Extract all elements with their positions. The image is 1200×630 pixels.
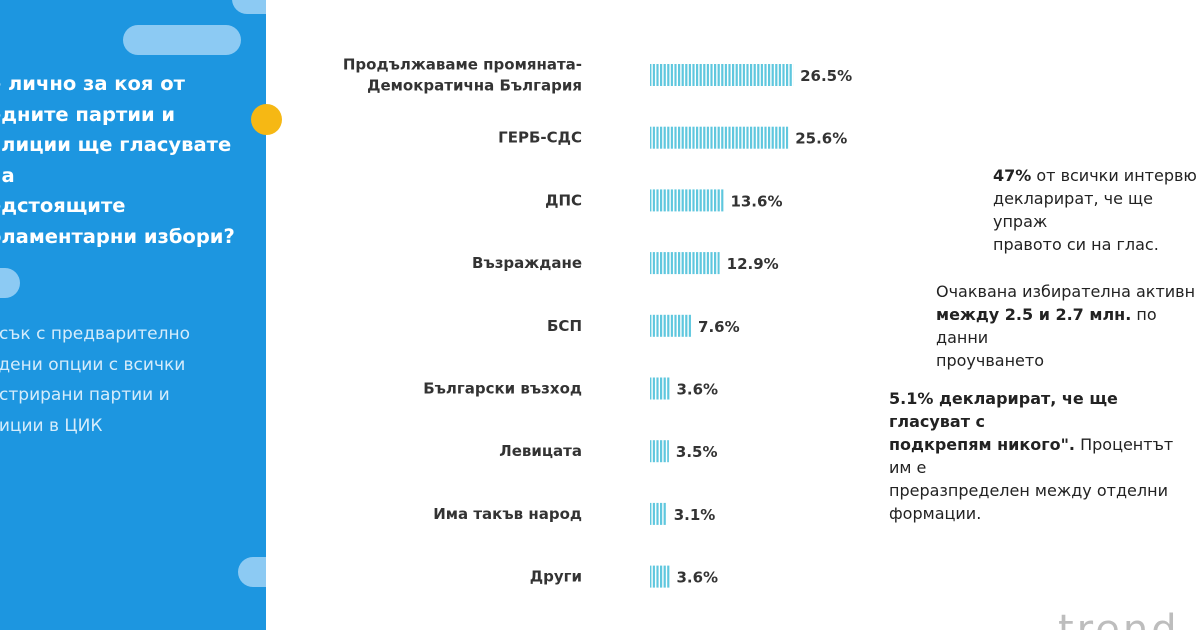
category-label: Възраждане bbox=[472, 254, 582, 272]
decorative-pill bbox=[232, 0, 266, 14]
bar bbox=[650, 565, 670, 588]
bar bbox=[650, 126, 789, 149]
turnout-share-fact: 47% от всички интервю декларират, че ще … bbox=[993, 164, 1200, 256]
category-label: Продължаваме промяната- bbox=[343, 56, 582, 74]
category-label: ГЕРБ-СДС bbox=[498, 129, 582, 147]
bar bbox=[650, 377, 670, 400]
fact1-text: от всички интервю декларират, че ще упра… bbox=[993, 166, 1197, 254]
bar bbox=[650, 64, 794, 86]
bar-chart: Продължаваме промяната- Демократична Бълг… bbox=[343, 56, 852, 588]
left-panel: е лично за коя от едните партии и алиции… bbox=[0, 0, 266, 630]
expected-turnout-fact: Очаквана избирателна активн между 2.5 и … bbox=[936, 280, 1200, 372]
category-label: ДПС bbox=[545, 191, 582, 209]
value-label: 3.1% bbox=[674, 506, 716, 524]
fact2-pre: Очаквана избирателна активн bbox=[936, 282, 1196, 301]
decorative-pill bbox=[0, 268, 20, 298]
bar bbox=[650, 189, 724, 212]
category-label: Има такъв народ bbox=[433, 505, 582, 523]
survey-question: е лично за коя от едните партии и алиции… bbox=[0, 72, 235, 248]
value-label: 3.6% bbox=[676, 569, 718, 587]
value-label: 26.5% bbox=[800, 67, 852, 85]
value-label: 12.9% bbox=[727, 255, 779, 273]
brand-logo: trend bbox=[1058, 610, 1200, 630]
decorative-pill bbox=[238, 557, 266, 587]
bar bbox=[650, 502, 667, 525]
fact2-bold: между 2.5 и 2.7 млн. bbox=[936, 305, 1132, 324]
fact3-bold: 5.1% декларират, че ще гласуват с подкре… bbox=[889, 389, 1118, 454]
category-label: Левицата bbox=[499, 442, 582, 460]
value-label: 13.6% bbox=[730, 192, 782, 210]
category-label: БСП bbox=[547, 317, 582, 335]
category-label: Други bbox=[530, 568, 582, 586]
bar bbox=[650, 440, 669, 463]
value-label: 3.6% bbox=[676, 381, 718, 399]
category-label: Български възход bbox=[423, 380, 582, 398]
value-label: 25.6% bbox=[795, 130, 847, 148]
category-label: Демократична България bbox=[367, 77, 582, 95]
none-of-the-above-fact: 5.1% декларират, че ще гласуват с подкре… bbox=[889, 387, 1200, 525]
fact3-text: Процентът им е преразпределен между отде… bbox=[889, 435, 1174, 523]
decorative-pill bbox=[123, 25, 241, 55]
method-note: исък с предварително адени опции с всичк… bbox=[0, 324, 190, 436]
bar bbox=[650, 314, 692, 337]
bar bbox=[650, 252, 720, 275]
value-label: 7.6% bbox=[698, 318, 740, 336]
accent-dot bbox=[251, 104, 282, 135]
value-label: 3.5% bbox=[676, 443, 718, 461]
fact2-post: по данни проучването bbox=[936, 305, 1157, 370]
fact1-bold: 47% bbox=[993, 166, 1032, 185]
